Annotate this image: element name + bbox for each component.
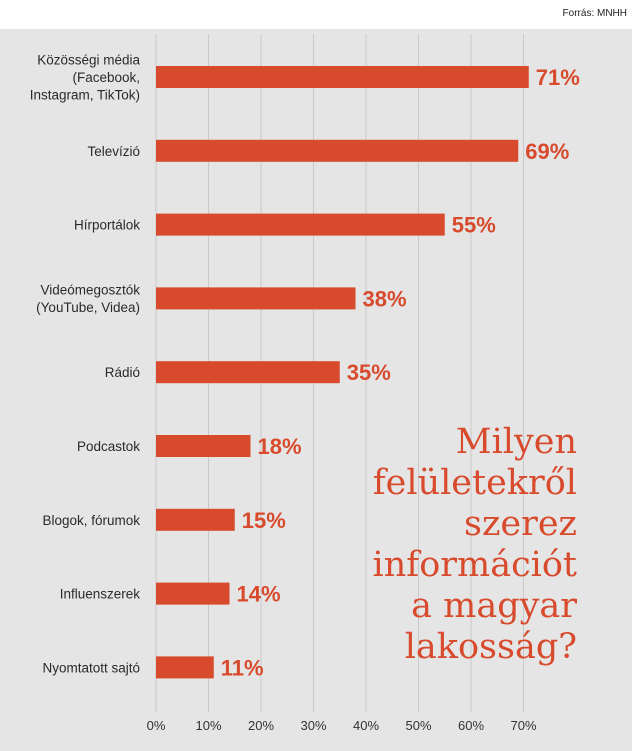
headline: Milyen felületekről szerez információt a mag… [277, 422, 577, 668]
category-label: Podcastok [77, 439, 140, 454]
bar-chart: 0% 10% 20% 30% 40% 50% 60% 70% 71% Közösségi médi… [30, 34, 580, 733]
bar [156, 508, 235, 531]
source-note: Forrás: MNHH [562, 8, 627, 19]
headline-line: lakosság? [404, 627, 577, 667]
category-label: Közösségi média [37, 53, 140, 68]
x-tick-label: 40% [353, 718, 379, 733]
headline-line: szerez [464, 504, 577, 544]
x-tick-label: 60% [458, 718, 484, 733]
value-label: 38% [363, 286, 407, 311]
value-label: 71% [536, 65, 580, 90]
category-label: Videómegosztók [40, 283, 140, 298]
headline-line: felületekről [372, 463, 577, 503]
category-label: Hírportálok [74, 218, 140, 233]
value-label: 15% [242, 508, 286, 533]
bar [156, 582, 230, 605]
category-label: Blogok, fórumok [42, 513, 140, 528]
value-label: 69% [525, 139, 569, 164]
category-label: Instagram, TikTok) [30, 88, 140, 103]
x-tick-label: 20% [248, 718, 274, 733]
bar [156, 213, 445, 236]
x-tick-label: 30% [300, 718, 326, 733]
bar [156, 435, 251, 457]
category-label: Nyomtatott sajtó [42, 660, 140, 675]
category-label: Influenszerek [60, 587, 141, 602]
value-label: 55% [452, 213, 496, 238]
bar [156, 287, 356, 310]
bar [156, 361, 340, 384]
headline-line: Milyen [455, 422, 577, 462]
category-label: (Facebook, [72, 70, 140, 85]
x-tick-label: 50% [405, 718, 431, 733]
category-label: Televízió [87, 144, 140, 159]
bar [156, 139, 519, 162]
value-label: 18% [258, 434, 302, 459]
value-label: 35% [347, 360, 391, 385]
headline-line: a magyar [411, 586, 577, 626]
category-label: Rádió [105, 365, 140, 380]
headline-line: információt [372, 545, 577, 585]
bar [156, 66, 529, 88]
value-label: 14% [237, 582, 281, 607]
x-tick-label: 0% [147, 718, 166, 733]
chart-panel: 0% 10% 20% 30% 40% 50% 60% 70% 71% Közösségi médi… [0, 29, 632, 751]
value-label: 11% [221, 655, 264, 680]
category-label: (YouTube, Videa) [36, 300, 140, 315]
x-tick-label: 10% [195, 718, 221, 733]
x-tick-label: 70% [510, 718, 536, 733]
bar [156, 656, 214, 679]
